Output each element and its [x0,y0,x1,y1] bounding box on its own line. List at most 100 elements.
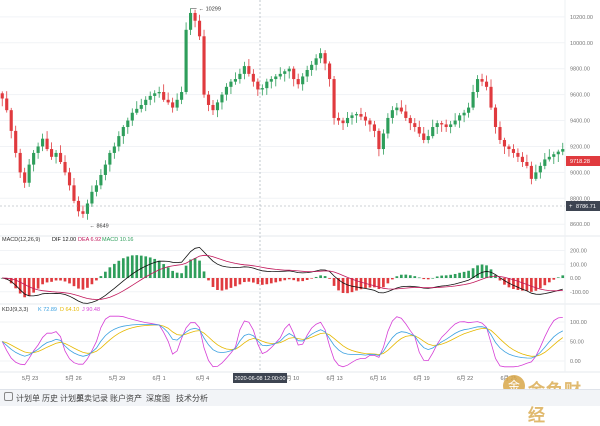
candle-body [121,127,125,137]
macd-dea-label: DEA 6.92 [78,237,101,243]
chart-background [0,0,600,405]
macd-bar [328,278,331,279]
macd-bar [458,272,461,278]
crosshair-time-label: 2020-06-08 12:00:00 [234,376,285,382]
kdj-tick-label: 50.00 [570,340,584,346]
candle-body [390,110,394,118]
macd-bar [81,278,85,290]
candle-body [341,120,345,124]
macd-bar [332,278,336,286]
candle-body [157,92,161,94]
tab-trade-records[interactable]: 买卖记录 [76,394,108,403]
x-tick-label: 6月 1 [153,375,166,382]
macd-bar [355,278,358,291]
x-tick-label: 6月 22 [457,375,473,382]
candle-body [247,66,251,74]
panel-icon[interactable] [4,392,13,401]
macd-bar [36,278,40,289]
candle-body [332,79,336,118]
macd-bar [32,278,35,293]
macd-dea-line [2,254,563,300]
macd-bar [121,258,125,278]
macd-bar [175,272,179,278]
tab-plan-order-2[interactable]: 计划单 [60,394,84,403]
macd-bar [399,274,403,278]
candle-body [224,86,229,95]
candle-body [350,115,354,118]
macd-bar [373,278,376,288]
macd-bar [86,278,89,288]
kdj-k-line [1,324,563,359]
candle-body [0,93,4,99]
bottom-tab-bar: 计划单 历史 计划单 买卖记录 账户资产 深度图 技术分析 [0,389,600,406]
tab-technical-analysis[interactable]: 技术分析 [176,394,208,403]
price-tick-label: 9000.00 [570,170,590,176]
macd-bar [153,258,157,278]
macd-tick-label: 100.00 [570,262,587,268]
candle-body [229,81,233,87]
candle-body [85,203,90,214]
candle-body [381,133,385,150]
candle-body [99,174,103,186]
candle-body [206,94,211,105]
candle-body [233,79,237,82]
kdj-j-line [1,315,563,368]
candle-body [484,81,489,87]
candle-body [238,73,242,80]
macd-bar [538,278,542,289]
candle-body [274,76,278,80]
macd-bar [552,278,556,280]
candle-body [462,112,466,116]
crosshair-plus-icon: + [569,204,573,210]
candle-body [556,151,560,155]
price-chart[interactable]: 10200.00 10000.00 9800.00 9600.00 9400.00 920… [0,0,600,405]
macd-bar [117,260,121,278]
macd-bar [422,278,426,280]
macd-bar [99,276,103,278]
tab-history[interactable]: 历史 [42,394,58,403]
macd-bar [382,278,385,288]
candle-body [180,92,184,100]
candle-body [328,63,332,80]
macd-tick-label: -100.00 [570,290,589,296]
tab-plan-order[interactable]: 计划单 [16,394,40,403]
candle-body [498,127,502,140]
candle-body [67,172,72,186]
candle-body [377,130,381,150]
macd-tick-label: 0.00 [570,276,581,282]
candle-body [480,79,484,82]
candle-body [534,172,538,179]
candle-body [363,116,368,121]
candle-body [511,149,516,153]
candle-body [45,138,49,150]
candle-body [417,127,421,134]
candle-body [184,29,188,93]
candle-body [493,107,498,128]
candle-body [458,115,462,121]
tab-depth-chart[interactable]: 深度图 [146,394,170,403]
macd-bar [449,274,452,278]
macd-bar [386,278,390,284]
last-price-label: 9718.28 [570,159,590,165]
tab-account-assets[interactable]: 账户资产 [110,394,142,403]
macd-bar [556,277,560,278]
candle-body [139,104,143,109]
price-tick-label: 10000.00 [570,41,593,47]
candle-body [58,152,63,163]
candle-body [561,149,565,152]
kdj-k-label: K 72.89 [38,307,57,313]
candle-body [27,164,31,183]
price-tick-label: 9800.00 [570,67,590,73]
macd-bar [265,278,269,285]
candle-body [435,123,439,128]
macd-bar [462,271,466,278]
candle-body [314,58,318,65]
candle-body [399,107,403,112]
candle-body [117,136,121,147]
candle-body [175,99,179,108]
candle-body [345,117,350,124]
macd-bar [301,278,305,282]
macd-bar [521,278,524,291]
macd-value-label: MACD 10.16 [102,237,134,243]
macd-bar [63,278,67,282]
